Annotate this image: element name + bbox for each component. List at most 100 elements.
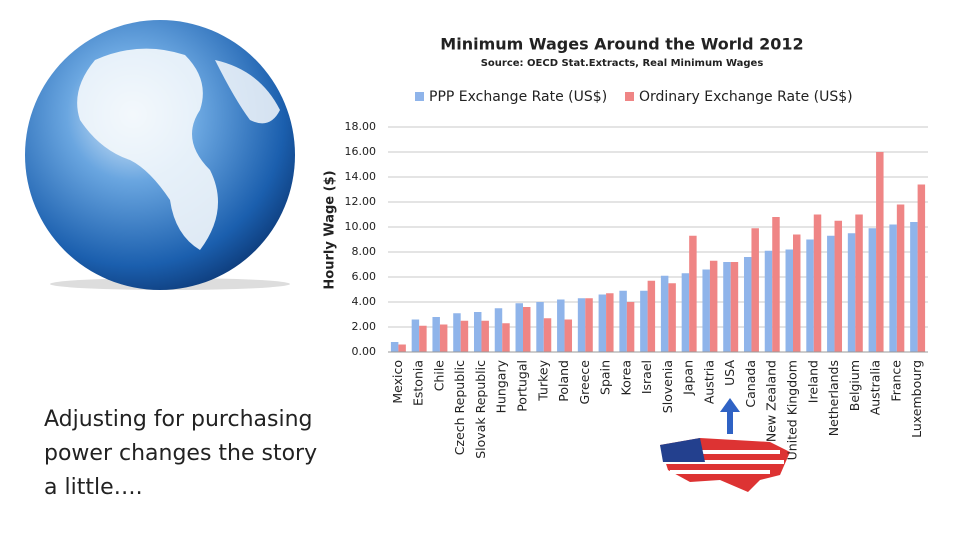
bar [473,312,482,352]
caption: Adjusting for purchasing [44,407,313,432]
bar [681,273,690,352]
x-tick-label: Spain [598,360,613,395]
bar [564,319,573,352]
x-tick-label: Israel [639,360,654,394]
bar [606,293,614,352]
y-tick-label: 10.00 [345,220,377,233]
bar [577,298,586,352]
x-tick-label: USA [722,360,737,386]
bar [536,302,544,352]
y-tick-label: 16.00 [345,145,377,158]
bar [723,262,731,352]
bar [764,250,773,352]
bar [419,325,427,352]
bar [889,224,897,352]
x-tick-label: Ireland [805,360,820,403]
bar [543,318,552,352]
y-tick-label: 0.00 [352,345,377,358]
legend-swatch [415,92,424,101]
legend-label: PPP Exchange Rate (US$) [429,89,607,105]
x-tick-label: Canada [743,360,758,408]
legend-swatch [625,92,634,101]
x-tick-label: Slovak Republic [473,360,488,459]
bar [432,317,440,352]
y-tick-label: 8.00 [352,245,377,258]
bar [917,184,926,352]
bar [855,214,863,352]
bar [910,222,918,352]
bar [640,290,648,352]
x-tick-label: Poland [556,360,571,402]
bar [439,324,448,352]
x-tick-label: Austria [701,360,716,404]
caption: a little…. [44,475,143,500]
bar [523,307,531,352]
bar [827,235,835,352]
bar [793,234,801,352]
bar [689,235,697,352]
bar [896,204,905,352]
x-tick-label: Portugal [515,360,530,412]
x-tick-label: Mexico [390,360,405,404]
x-tick-label: Australia [868,360,883,415]
x-tick-label: Slovenia [660,360,675,413]
bar [813,214,822,352]
bar [398,344,406,352]
bar [834,220,843,352]
bar [619,290,627,352]
bar [751,228,759,352]
globe-image [25,20,295,290]
bar [515,303,523,352]
chart-subtitle: Source: OECD Stat.Extracts, Real Minimum… [481,58,764,69]
bar [847,233,856,352]
bar [647,280,656,352]
x-tick-label: Japan [681,360,696,396]
bar [557,299,565,352]
bar [598,294,607,352]
x-tick-label: Greece [577,360,592,405]
bar [660,275,669,352]
y-tick-label: 2.00 [352,320,377,333]
y-axis-label: Hourly Wage ($) [323,170,338,289]
x-tick-label: Netherlands [826,360,841,436]
x-tick-label: Hungary [494,359,509,413]
bar [876,152,884,352]
usa-flag-map [660,398,790,492]
y-tick-label: 14.00 [345,170,377,183]
bar [411,319,420,352]
x-tick-label: France [888,360,903,402]
y-tick-label: 4.00 [352,295,377,308]
bar [772,217,780,352]
bar [390,342,399,352]
x-tick-label: Estonia [411,360,426,406]
x-tick-label: Luxembourg [909,360,924,438]
bar [668,283,676,352]
chart-title: Minimum Wages Around the World 2012 [440,35,803,54]
bar [702,269,710,352]
x-tick-label: United Kingdom [785,360,800,460]
bar [868,228,877,352]
y-tick-label: 18.00 [345,120,377,133]
x-tick-label: Czech Republic [452,360,467,455]
x-tick-label: Korea [618,360,633,395]
x-tick-label: New Zealand [764,360,779,442]
y-tick-label: 12.00 [345,195,377,208]
bar [806,239,814,352]
bar [502,323,510,352]
x-tick-label: Belgium [847,360,862,411]
caption: power changes the story [44,441,317,466]
bar [626,302,635,352]
bar [743,257,752,352]
bar [709,260,718,352]
x-tick-label: Turkey [535,359,550,401]
x-tick-label: Chile [431,360,446,392]
bar [453,313,461,352]
y-tick-label: 6.00 [352,270,377,283]
bar [730,262,739,352]
bar [785,249,793,352]
bar [481,320,489,352]
legend-label: Ordinary Exchange Rate (US$) [639,89,853,105]
bar [585,298,593,352]
bar [494,308,503,352]
